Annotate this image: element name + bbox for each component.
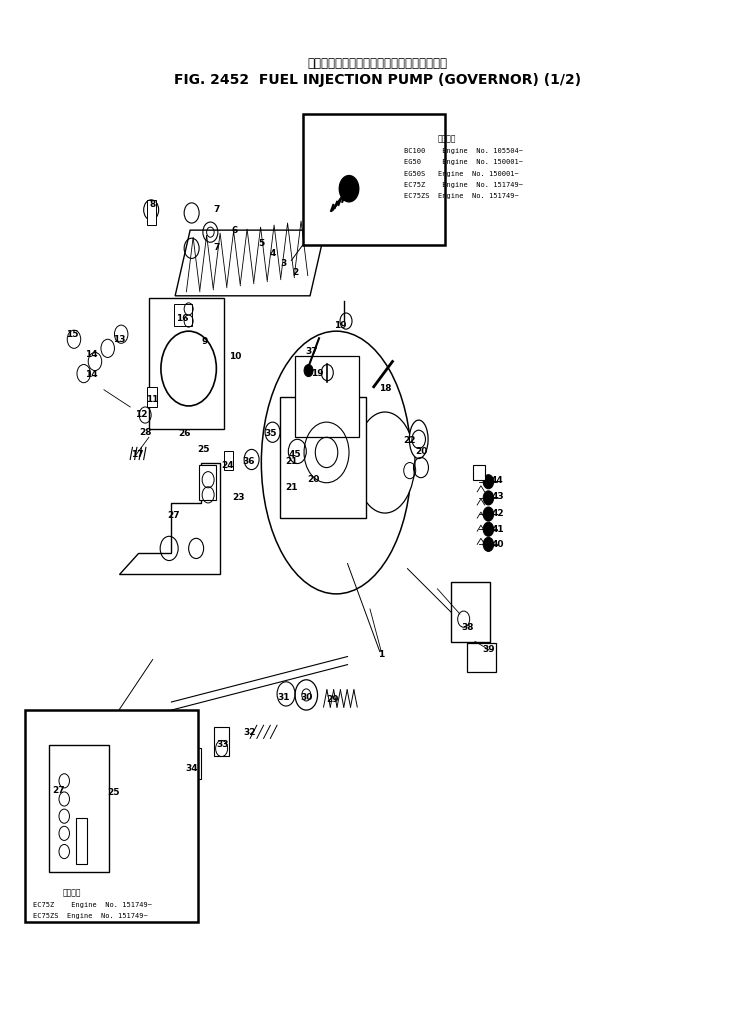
Text: 21: 21 (285, 457, 297, 466)
Text: 25: 25 (107, 788, 120, 798)
Ellipse shape (261, 331, 411, 594)
Text: EC75Z    Engine  No. 151749~: EC75Z Engine No. 151749~ (404, 182, 522, 188)
Text: 30: 30 (300, 694, 313, 702)
Bar (149, 298, 224, 429)
Bar (174, 304, 193, 326)
Ellipse shape (355, 412, 415, 513)
Polygon shape (119, 462, 220, 574)
Text: 19: 19 (334, 321, 347, 329)
Text: 33: 33 (216, 740, 229, 749)
Text: 22: 22 (403, 436, 416, 445)
Circle shape (483, 507, 494, 521)
Text: 適用号番: 適用号番 (437, 135, 456, 143)
Bar (25, 710, 198, 923)
Text: 6: 6 (232, 226, 239, 235)
Text: 34: 34 (185, 764, 198, 773)
Text: 25: 25 (197, 445, 210, 454)
Text: 38: 38 (461, 623, 473, 632)
Circle shape (483, 474, 494, 489)
Text: 35: 35 (264, 429, 276, 438)
Text: 3: 3 (281, 259, 287, 268)
Text: 20: 20 (414, 447, 427, 456)
Text: 1: 1 (378, 650, 384, 659)
Bar (280, 397, 366, 518)
Text: 36: 36 (242, 457, 255, 466)
Text: 適用号番: 適用号番 (63, 888, 82, 897)
Text: 27: 27 (53, 786, 65, 796)
Bar (146, 200, 156, 226)
Text: 2: 2 (292, 268, 298, 277)
Text: EC75Z    Engine  No. 151749~: EC75Z Engine No. 151749~ (32, 902, 152, 908)
Text: 18: 18 (379, 384, 391, 393)
Bar (224, 451, 233, 469)
Text: フェルインジェクションポンプ　ガ　バ　ナ: フェルインジェクションポンプ ガ バ ナ (307, 57, 448, 70)
Bar (473, 464, 485, 480)
Text: 14: 14 (85, 370, 97, 379)
Text: 43: 43 (491, 493, 504, 501)
Text: 20: 20 (307, 475, 320, 485)
Text: EG50S   Engine  No. 150001~: EG50S Engine No. 150001~ (404, 171, 519, 177)
Circle shape (483, 522, 494, 536)
Bar (49, 746, 109, 872)
Bar (295, 357, 359, 437)
Text: 40: 40 (492, 539, 504, 549)
Text: 12: 12 (135, 409, 148, 419)
Text: 17: 17 (131, 450, 144, 459)
Text: 32: 32 (244, 727, 257, 737)
Text: FIG. 2452  FUEL INJECTION PUMP (GOVERNOR) (1/2): FIG. 2452 FUEL INJECTION PUMP (GOVERNOR)… (174, 72, 581, 86)
Text: 45: 45 (288, 450, 301, 459)
Text: 26: 26 (179, 429, 191, 438)
Circle shape (339, 176, 359, 202)
Text: 8: 8 (149, 200, 156, 209)
Polygon shape (175, 231, 325, 296)
Text: 10: 10 (229, 352, 242, 361)
Bar (214, 727, 229, 756)
Text: 16: 16 (177, 314, 189, 322)
Text: 29: 29 (326, 696, 339, 704)
Text: 21: 21 (285, 484, 297, 493)
Text: 44: 44 (491, 477, 504, 486)
Text: 23: 23 (233, 494, 245, 502)
Text: 4: 4 (270, 249, 276, 258)
Text: 31: 31 (278, 694, 290, 702)
Text: 19: 19 (311, 369, 324, 378)
Ellipse shape (409, 420, 428, 458)
Text: 7: 7 (213, 205, 220, 214)
Text: 7: 7 (213, 243, 220, 252)
Circle shape (483, 491, 494, 505)
Text: 15: 15 (66, 330, 79, 338)
Bar (199, 464, 216, 500)
Bar (467, 643, 496, 672)
Text: 42: 42 (491, 509, 504, 517)
Text: EC75ZS  Engine  No. 151749~: EC75ZS Engine No. 151749~ (32, 913, 147, 919)
Text: 39: 39 (482, 645, 495, 654)
Text: 5: 5 (258, 239, 264, 248)
Circle shape (304, 365, 313, 377)
Text: 2: 2 (341, 194, 347, 203)
Bar (451, 582, 490, 642)
Circle shape (483, 537, 494, 552)
Bar (183, 749, 202, 779)
Text: BC100    Engine  No. 105504~: BC100 Engine No. 105504~ (404, 148, 522, 154)
Text: 27: 27 (168, 511, 180, 519)
Text: 41: 41 (491, 524, 504, 533)
Text: EG50     Engine  No. 150001~: EG50 Engine No. 150001~ (404, 160, 522, 166)
Text: 24: 24 (221, 461, 234, 470)
Text: 13: 13 (112, 334, 125, 343)
Text: 14: 14 (85, 350, 97, 359)
Text: 11: 11 (146, 395, 159, 404)
Bar (303, 114, 445, 245)
Text: 9: 9 (202, 336, 208, 345)
Text: 37: 37 (305, 346, 318, 356)
Text: EC75ZS  Engine  No. 151749~: EC75ZS Engine No. 151749~ (404, 193, 519, 199)
Bar (146, 387, 157, 407)
Bar (76, 818, 88, 864)
Text: 28: 28 (139, 428, 152, 437)
Circle shape (161, 331, 217, 406)
